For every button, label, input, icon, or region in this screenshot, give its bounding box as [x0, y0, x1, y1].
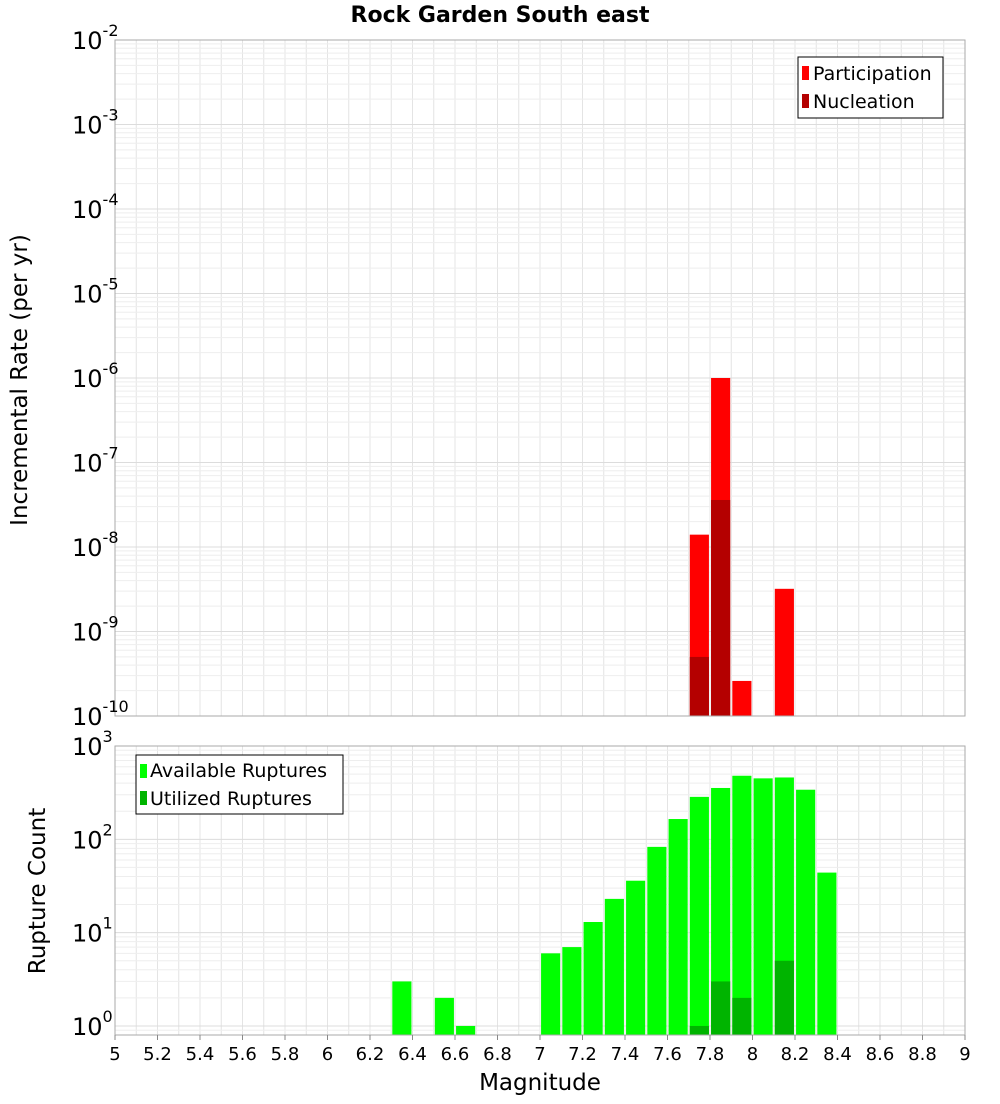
rate-y-tick-label: 10-10: [72, 697, 129, 731]
rate-panel: 10-10 10-9 10-8 10-7 10-6 10-5 10-4 10-3 10-2 In…: [7, 21, 966, 731]
participation-bar: [732, 680, 752, 716]
legend-label-nucleation: Nucleation: [813, 91, 915, 113]
rate-bars: [689, 378, 794, 716]
rate-y-tick-label: 10-5: [72, 275, 119, 309]
utilized-bar: [774, 960, 794, 1035]
x-tick-label: 6: [322, 1044, 333, 1065]
x-tick-label: 6.2: [356, 1044, 385, 1065]
legend-label-participation: Participation: [813, 63, 932, 85]
utilized-bar: [732, 997, 752, 1035]
rate-legend: Participation Nucleation: [797, 56, 944, 119]
available-bar: [434, 997, 454, 1035]
x-tick-label: 6.4: [398, 1044, 427, 1065]
count-y-ticks: 100 101 102 103: [72, 727, 113, 1041]
x-tick-label: 5.8: [271, 1044, 300, 1065]
x-tick-label: 7.6: [653, 1044, 682, 1065]
count-y-axis-label: Rupture Count: [25, 808, 51, 974]
x-tick-label: 8.8: [908, 1044, 937, 1065]
x-tick-label: 7.8: [696, 1044, 725, 1065]
count-bars: [392, 775, 837, 1035]
count-y-tick-label: 102: [72, 820, 113, 854]
available-bar: [711, 787, 731, 1035]
available-bar: [456, 1025, 476, 1035]
utilized-bar: [689, 1025, 709, 1035]
legend-label-utilized: Utilized Ruptures: [150, 788, 312, 810]
x-tick-label: 9: [959, 1044, 970, 1065]
count-y-tick-label: 101: [72, 914, 113, 948]
x-tick-label: 6.8: [483, 1044, 512, 1065]
legend-swatch-utilized: [140, 791, 147, 805]
available-bar: [604, 898, 624, 1035]
rate-y-tick-label: 10-8: [72, 528, 119, 562]
x-tick-label: 6.6: [441, 1044, 470, 1065]
rate-y-ticks: 10-10 10-9 10-8 10-7 10-6 10-5 10-4 10-3 10-2: [72, 21, 129, 731]
legend-swatch-nucleation: [802, 94, 809, 108]
x-tick-label: 7: [534, 1044, 545, 1065]
x-tick-label: 5.2: [143, 1044, 172, 1065]
chart-title: Rock Garden South east: [351, 3, 650, 28]
available-bar: [392, 981, 412, 1035]
available-bar: [626, 880, 646, 1035]
x-tick-label: 5.6: [228, 1044, 257, 1065]
count-legend: Available Ruptures Utilized Ruptures: [135, 754, 344, 815]
nucleation-bar: [711, 499, 731, 716]
x-tick-label: 5.4: [186, 1044, 215, 1065]
x-tick-label: 8.2: [781, 1044, 810, 1065]
x-tick-label: 8.4: [823, 1044, 852, 1065]
x-tick-label: 8.6: [866, 1044, 895, 1065]
available-bar: [753, 778, 773, 1035]
legend-label-available: Available Ruptures: [150, 760, 327, 782]
available-bar: [562, 947, 582, 1035]
available-bar: [689, 796, 709, 1035]
rate-y-tick-label: 10-3: [72, 106, 119, 140]
available-bar: [668, 819, 688, 1035]
nucleation-bar: [689, 656, 709, 716]
count-legend-box: [135, 754, 344, 815]
rate-y-tick-label: 10-2: [72, 21, 119, 55]
x-tick-label: 5: [109, 1044, 120, 1065]
x-tick-label: 7.2: [568, 1044, 597, 1065]
x-tick-label: 8: [747, 1044, 758, 1065]
available-bar: [732, 775, 752, 1035]
rate-y-tick-label: 10-6: [72, 359, 119, 393]
available-bar: [583, 922, 603, 1035]
x-axis-label: Magnitude: [479, 1070, 601, 1096]
count-y-tick-label: 103: [72, 727, 113, 761]
rate-y-tick-label: 10-7: [72, 444, 119, 478]
legend-swatch-available: [140, 764, 147, 778]
available-bar: [541, 953, 561, 1035]
x-ticks: 5 5.2 5.4 5.6 5.8 6 6.2 6.4 6.6 6.8 7 7.2 7.4 7.6 7.8 8…: [109, 1035, 971, 1065]
available-bar: [817, 872, 837, 1035]
count-y-tick-label: 100: [72, 1007, 113, 1041]
rate-legend-box: [797, 56, 944, 119]
rate-y-axis-label: Incremental Rate (per yr): [7, 234, 33, 526]
participation-bar: [774, 588, 794, 716]
available-bar: [647, 846, 667, 1035]
rate-y-tick-label: 10-9: [72, 613, 119, 647]
legend-swatch-participation: [802, 66, 809, 80]
available-bar: [796, 789, 816, 1035]
count-panel: 100 101 102 103 5 5.2 5.4 5.6 5.8 6 6.2 6.4 6.6 6.8 7…: [25, 727, 971, 1096]
rate-grid: [114, 40, 966, 717]
rate-plot-frame: [114, 39, 966, 717]
utilized-bar: [711, 981, 731, 1035]
rate-y-tick-label: 10-4: [72, 190, 119, 224]
x-tick-label: 7.4: [611, 1044, 640, 1065]
